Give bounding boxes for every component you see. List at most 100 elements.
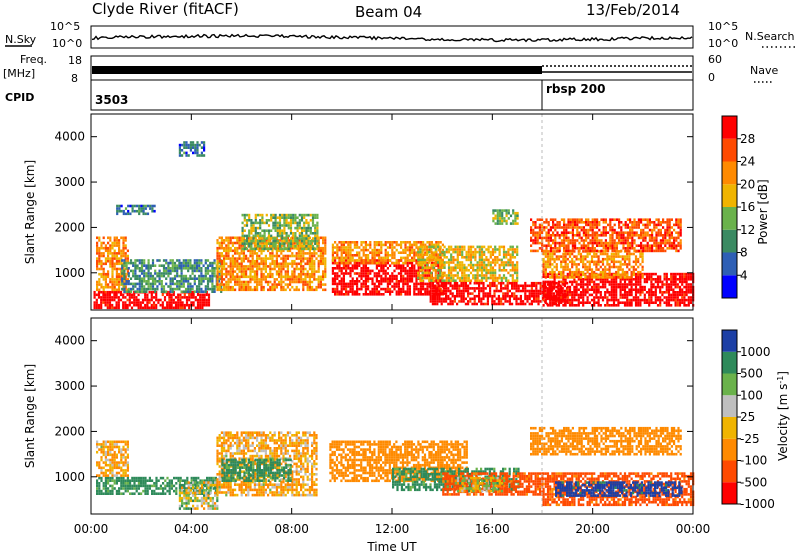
power-cell xyxy=(242,257,245,260)
power-cell xyxy=(554,244,557,247)
power-cell xyxy=(421,276,424,280)
power-cell xyxy=(248,245,251,248)
power-cell xyxy=(440,289,443,293)
power-cell xyxy=(515,284,518,288)
power-cell xyxy=(291,265,294,268)
power-cell xyxy=(549,236,552,240)
power-cell xyxy=(434,250,437,254)
power-cell xyxy=(549,276,552,279)
power-cell xyxy=(220,252,223,255)
power-cell xyxy=(287,242,290,245)
power-cell xyxy=(687,301,690,304)
power-cell xyxy=(575,257,578,261)
power-cell xyxy=(456,281,459,285)
power-cell xyxy=(163,306,167,310)
power-cell xyxy=(317,267,320,271)
power-cell xyxy=(445,284,448,288)
power-cell xyxy=(194,298,197,302)
power-cell xyxy=(120,254,123,258)
power-cell xyxy=(349,243,352,247)
power-cell xyxy=(111,241,114,245)
power-cell xyxy=(267,229,271,232)
power-cell xyxy=(234,275,237,279)
power-cell xyxy=(286,267,289,271)
power-cell xyxy=(634,301,638,304)
power-cell xyxy=(356,272,359,275)
power-cell xyxy=(152,306,156,310)
power-cell xyxy=(593,260,596,264)
power-cell xyxy=(439,280,442,283)
power-cell xyxy=(302,265,305,268)
power-cell xyxy=(451,294,454,298)
power-cell xyxy=(284,259,287,263)
power-cell xyxy=(382,277,385,280)
power-cell xyxy=(187,277,190,280)
power-cell xyxy=(639,280,642,284)
power-cell xyxy=(593,276,596,279)
power-cell xyxy=(560,231,563,234)
power-cell xyxy=(584,265,587,269)
power-cell xyxy=(240,275,243,279)
power-cell xyxy=(422,282,425,286)
power-cell xyxy=(136,277,139,280)
power-cell xyxy=(626,276,629,279)
power-cell xyxy=(445,297,448,301)
power-cell xyxy=(404,282,407,286)
power-cell xyxy=(553,283,556,286)
power-cell xyxy=(256,270,259,273)
power-cell xyxy=(198,267,201,270)
power-cell xyxy=(156,285,159,288)
power-cell xyxy=(626,304,629,307)
power-cell xyxy=(542,298,545,302)
power-cell xyxy=(373,254,376,257)
power-cell xyxy=(391,254,394,257)
power-cell xyxy=(582,283,585,286)
power-cell xyxy=(560,239,563,242)
power-cell xyxy=(442,292,445,295)
power-cell xyxy=(231,244,234,247)
power-cell xyxy=(137,301,140,304)
power-cell xyxy=(275,257,278,260)
power-cell xyxy=(371,287,374,291)
power-cell xyxy=(547,231,550,234)
power-cell xyxy=(496,256,499,259)
power-cell xyxy=(593,280,596,284)
power-cell xyxy=(311,259,314,263)
power-cell xyxy=(174,306,178,310)
power-cell xyxy=(193,259,196,262)
power-cell xyxy=(467,294,470,298)
power-cell xyxy=(178,267,181,270)
power-cell xyxy=(650,275,653,278)
power-cell xyxy=(395,285,398,288)
power-cell xyxy=(404,269,407,273)
power-cell xyxy=(584,301,587,304)
power-cell xyxy=(445,279,448,282)
power-cell xyxy=(586,270,589,274)
power-cell xyxy=(340,285,343,288)
power-cell xyxy=(375,254,378,257)
power-cell xyxy=(555,304,558,307)
power-cell xyxy=(250,226,253,230)
power-cell xyxy=(586,283,589,286)
power-cell xyxy=(645,278,649,281)
power-cell xyxy=(439,253,442,256)
power-cell xyxy=(558,226,561,229)
power-cell xyxy=(115,275,118,279)
power-cell xyxy=(271,254,274,258)
power-cell xyxy=(272,224,275,227)
power-cell xyxy=(439,276,442,280)
power-cell xyxy=(200,272,203,275)
power-cell xyxy=(380,261,383,265)
power-cell xyxy=(282,288,285,292)
power-cell xyxy=(179,293,182,297)
power-cell xyxy=(421,261,424,264)
power-cell xyxy=(251,249,254,253)
power-cell xyxy=(449,297,452,301)
power-cell xyxy=(118,280,121,284)
power-cell xyxy=(271,249,274,253)
power-cell xyxy=(220,270,223,273)
power-cell xyxy=(296,239,299,243)
power-cell xyxy=(264,267,267,271)
power-cell xyxy=(206,272,210,275)
power-cell xyxy=(285,237,288,240)
